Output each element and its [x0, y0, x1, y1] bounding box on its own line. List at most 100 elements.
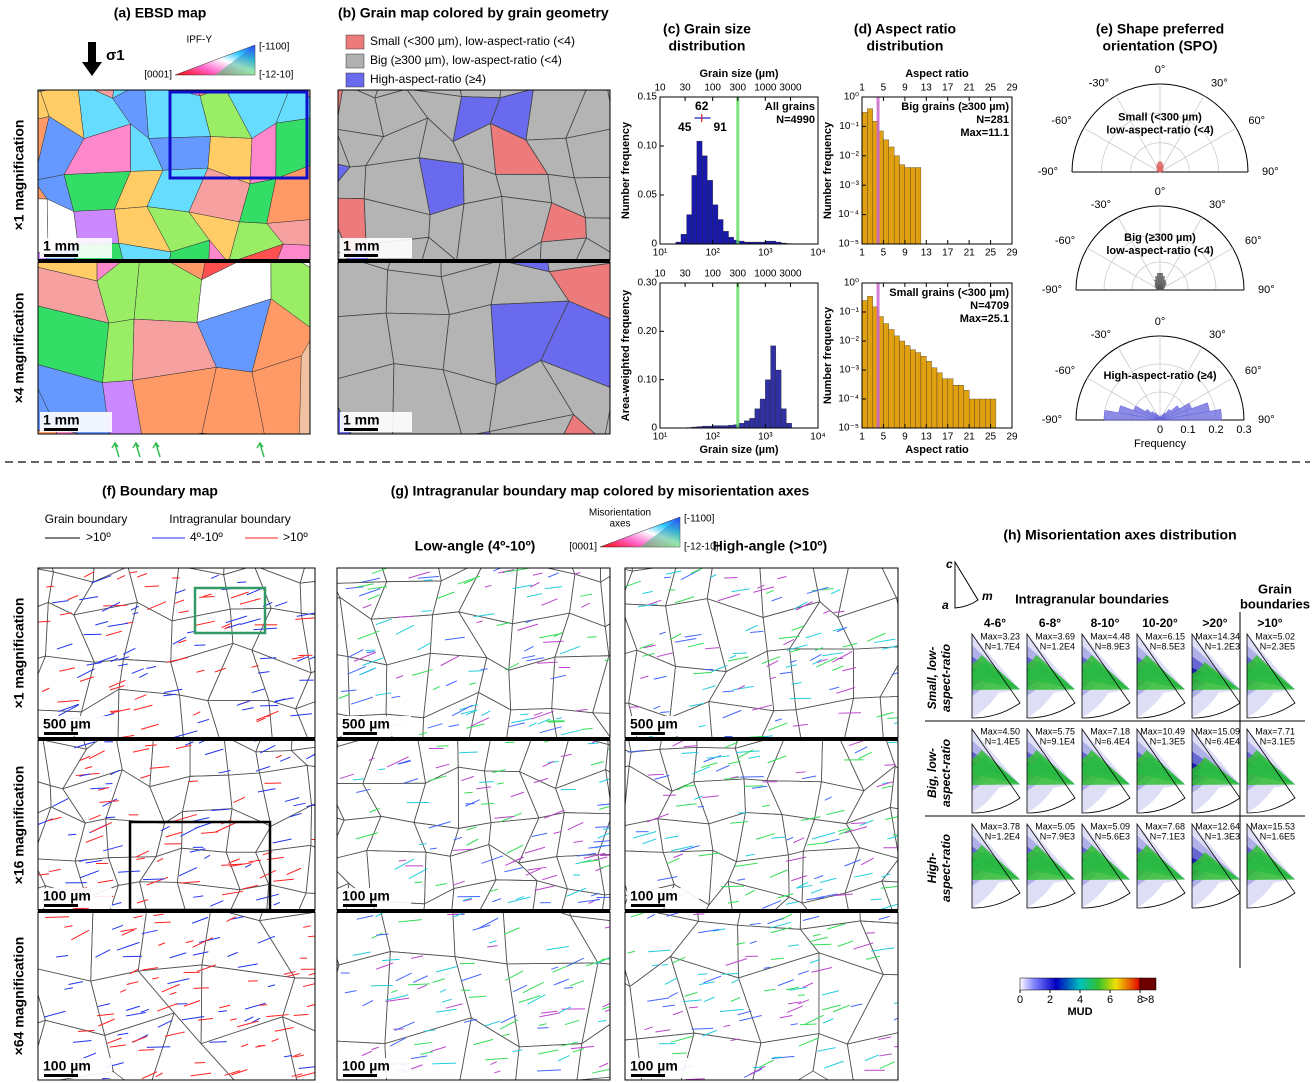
green-arrow [152, 441, 161, 458]
scale-bar-label: 500 µm [342, 716, 390, 732]
intragranular-boundary [680, 845, 700, 852]
intragranular-boundary [692, 766, 710, 775]
intragranular-boundary [190, 1072, 212, 1077]
axis-label: m [982, 589, 993, 603]
intragranular-boundary [887, 835, 898, 840]
intragranular-boundary [251, 688, 265, 694]
intragranular-boundary [153, 913, 164, 917]
row-separator [38, 909, 315, 913]
intragranular-boundary [120, 928, 137, 932]
x-tick-label-top: 29 [1006, 83, 1018, 94]
intragranular-boundary [119, 989, 127, 993]
panel-title: (a) EBSD map [114, 5, 207, 21]
intragranular-boundary [314, 842, 315, 844]
intragranular-boundary [138, 1049, 155, 1051]
intragranular-boundary [274, 1027, 294, 1032]
intragranular-boundary [355, 832, 379, 840]
intragranular-boundary [359, 667, 377, 676]
intragranular-boundary [796, 884, 813, 889]
intragranular-boundary [362, 604, 372, 609]
intragranular-boundary [633, 831, 657, 839]
intragranular-boundary [770, 926, 791, 934]
intragranular-boundary [202, 593, 212, 598]
scale-bar [631, 904, 665, 907]
grain [506, 708, 558, 738]
x-axis-label: Grain size (µm) [699, 444, 778, 456]
grain [428, 203, 465, 260]
intragranular-boundary [769, 921, 792, 929]
intragranular-boundary [736, 942, 745, 945]
x-tick-label-top: 10 [654, 83, 666, 94]
y-tick-label: 0 [651, 423, 657, 434]
intragranular-boundary [466, 838, 479, 846]
intragranular-boundary [139, 672, 148, 678]
intragranular-boundary [580, 859, 600, 864]
annotation: N=281 [976, 114, 1009, 126]
intragranular-boundary [770, 957, 784, 960]
pole-figure-frame [1026, 727, 1076, 814]
intragranular-boundary [185, 940, 194, 944]
intragranular-boundary [524, 846, 546, 854]
intragranular-boundary [739, 776, 764, 778]
theta-tick-label: 0° [1155, 186, 1166, 198]
intragranular-boundary [465, 709, 478, 716]
grain [266, 165, 310, 224]
intragranular-boundary [587, 742, 599, 745]
intragranular-boundary [745, 889, 755, 896]
intragranular-boundary [386, 756, 409, 768]
bar [915, 167, 922, 245]
x-tick-label-top: 1000 [754, 83, 777, 94]
intragranular-boundary [574, 572, 581, 575]
scale-bar-label: 100 µm [630, 888, 678, 904]
intragranular-boundary [408, 571, 430, 579]
legend-label: 4º-10º [190, 530, 223, 544]
intragranular-boundary [508, 722, 525, 728]
intragranular-boundary [876, 781, 894, 788]
grain [846, 1032, 898, 1080]
row-label: aspect-ratio [939, 739, 953, 807]
grain [276, 243, 310, 260]
grid-spoke [1117, 347, 1161, 421]
intragranular-boundary [791, 681, 802, 685]
cell-max: Max=10.49 [1140, 726, 1185, 736]
grain [885, 740, 898, 769]
intragranular-boundary [504, 662, 519, 671]
x-tick-label: 17 [942, 248, 954, 259]
intragranular-boundary [683, 999, 702, 1003]
intragranular-boundary [587, 636, 597, 638]
intragranular-boundary [735, 750, 760, 753]
intragranular-boundary [58, 704, 80, 717]
x-tick-label-top: 13 [921, 83, 933, 94]
cell-max: Max=6.15 [1145, 631, 1185, 641]
annotation: N=4709 [970, 300, 1009, 312]
intragranular-boundary [732, 685, 754, 691]
bar [899, 340, 906, 429]
intragranular-boundary [822, 652, 844, 657]
grain [845, 806, 898, 859]
intragranular-boundary [378, 768, 386, 771]
x-tick-label-top: 1 [859, 83, 865, 94]
intragranular-boundary [91, 575, 112, 584]
intragranular-boundary [146, 666, 157, 669]
intragranular-boundary [442, 998, 452, 1003]
intragranular-boundary [771, 1055, 795, 1059]
intragranular-boundary [279, 756, 291, 762]
intragranular-boundary [267, 984, 276, 988]
intragranular-boundary [460, 973, 482, 982]
pole-density [1137, 750, 1185, 785]
intragranular-boundary [79, 676, 95, 682]
intragranular-boundary [719, 1008, 744, 1012]
row-separator [625, 909, 898, 913]
intragranular-boundary [590, 761, 605, 766]
grain [547, 262, 610, 273]
intragranular-boundary [479, 781, 494, 783]
bar [952, 385, 959, 429]
grain [540, 300, 610, 388]
intragranular-boundary [79, 858, 88, 862]
intragranular-boundary [785, 856, 807, 862]
intragranular-boundary [666, 857, 680, 865]
grain [281, 1016, 315, 1080]
intragranular-boundary [394, 858, 415, 870]
map-image [337, 568, 610, 738]
intragranular-boundary [204, 854, 211, 859]
